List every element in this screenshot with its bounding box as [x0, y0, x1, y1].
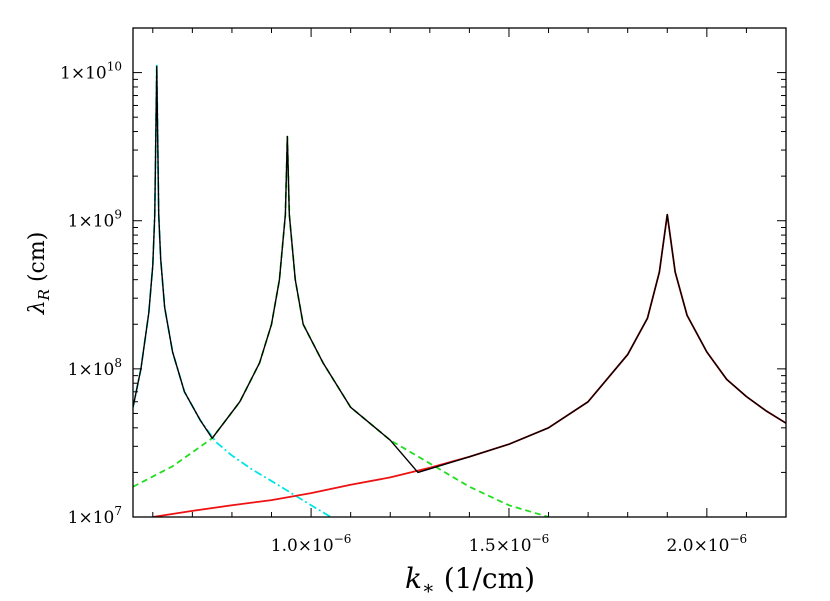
y-tick-label: 1×109 [68, 208, 122, 232]
x-tick-label: 2.0×10−6 [667, 532, 748, 556]
plot-frame [132, 27, 787, 518]
x-axis-label: k∗ (1/cm) [405, 562, 535, 599]
x-tick-label: 1.5×10−6 [469, 532, 550, 556]
series-line-2 [133, 135, 549, 517]
series-line-4 [133, 65, 786, 474]
ticks-layer [133, 27, 787, 518]
y-axis-label-main: λ [25, 300, 50, 315]
y-tick-label: 1×107 [68, 504, 122, 528]
series-line-1 [133, 62, 332, 517]
x-axis-label-unit: (1/cm) [435, 562, 535, 595]
series-line-3 [152, 213, 786, 517]
y-axis-label-sub: R [35, 289, 53, 301]
x-axis-label-main: k [405, 562, 422, 595]
x-tick-labels: 1.0×10−6 1.5×10−6 2.0×10−6 [271, 532, 747, 556]
y-tick-label: 1×108 [68, 356, 122, 380]
y-axis-label: λR (cm) [25, 232, 53, 316]
y-axis-label-unit: (cm) [25, 232, 50, 289]
y-tick-label: 1×1010 [60, 60, 122, 84]
x-tick-label: 1.0×10−6 [271, 532, 352, 556]
y-tick-labels: 1×107 1×108 1×109 1×1010 [60, 60, 122, 528]
series-layer [133, 62, 786, 517]
x-axis-label-sub: ∗ [422, 577, 435, 599]
